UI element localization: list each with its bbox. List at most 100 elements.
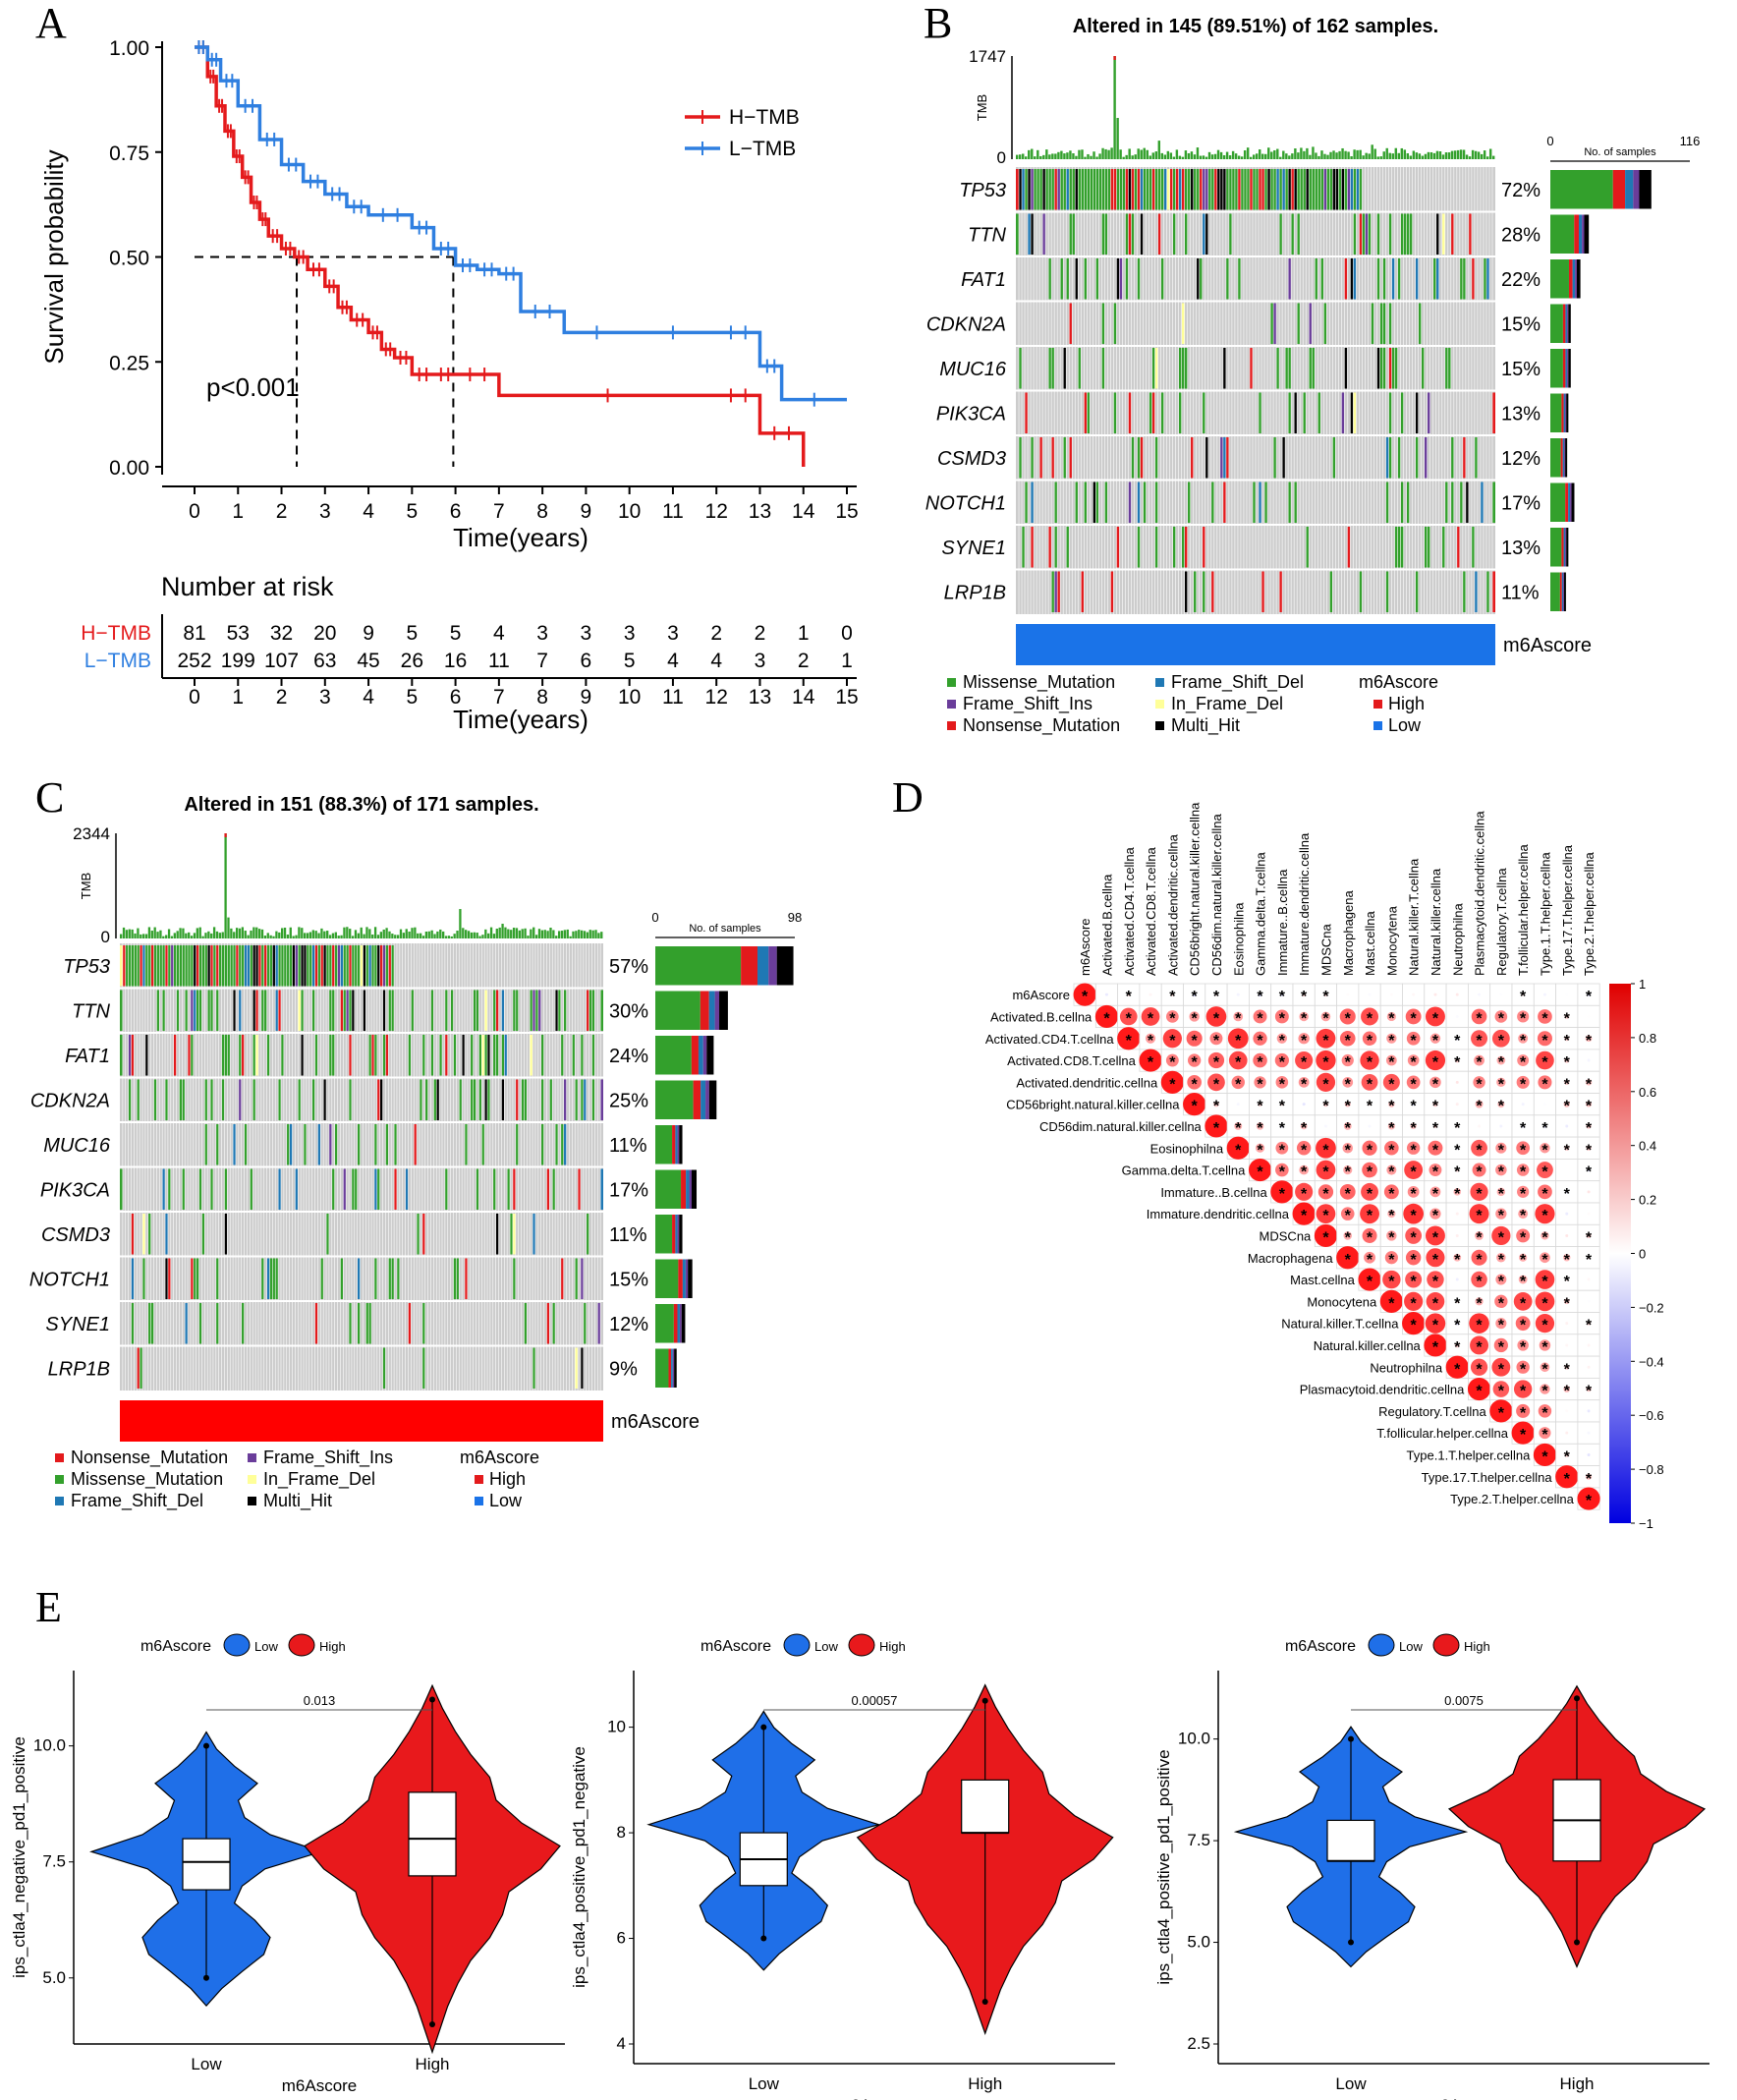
- mutation-cell: [331, 945, 335, 987]
- mutation-cell: [1225, 258, 1229, 300]
- mutation-cell: [363, 990, 366, 1031]
- significance-star: *: [1322, 1142, 1329, 1159]
- sample-count-bar: [655, 1169, 682, 1209]
- mutation-cell: [1222, 482, 1226, 523]
- tmb-bar: [1081, 149, 1084, 159]
- mutation-cell: [301, 945, 305, 987]
- tmb-bar: [1087, 153, 1090, 159]
- col-label: Macrophagena: [1341, 890, 1356, 976]
- row-label: CD56dim.natural.killer.cellna: [1039, 1119, 1203, 1134]
- mutation-cell: [1240, 169, 1244, 210]
- significance-star: *: [1564, 1274, 1571, 1290]
- mutation-cell: [586, 990, 589, 1031]
- corr-circle: [1587, 1058, 1591, 1062]
- corr-circle: [1540, 1252, 1550, 1264]
- mutation-cell: [1025, 392, 1029, 433]
- km-curve-high: [195, 45, 806, 467]
- mutation-cell: [1252, 169, 1256, 210]
- corr-circle: [1433, 993, 1437, 996]
- mutation-cell: [340, 1258, 344, 1299]
- risk-value: 16: [444, 650, 467, 672]
- mutation-cell: [1385, 482, 1389, 523]
- tmb-label: TMB: [79, 873, 93, 899]
- tmb-bar: [1382, 151, 1385, 159]
- corr-circle: [1317, 1184, 1334, 1200]
- mutation-cell: [298, 1079, 302, 1120]
- corr-circle: [1587, 1409, 1591, 1413]
- mutation-cell: [394, 1168, 397, 1210]
- corr-circle: [1316, 1204, 1336, 1224]
- tmb-bar: [1166, 150, 1170, 159]
- tmb-bar: [1202, 155, 1205, 159]
- mutation-cell: [379, 1079, 383, 1120]
- tmb-bar: [292, 936, 295, 938]
- mutation-cell: [376, 1079, 380, 1120]
- corr-circle: [1425, 1313, 1446, 1334]
- significance-star: *: [1279, 1054, 1286, 1071]
- corr-circle: [1187, 1053, 1202, 1067]
- mutation-cell: [354, 1168, 358, 1210]
- tmb-bar: [419, 933, 422, 938]
- mutation-cell: [1202, 169, 1205, 210]
- legend-label: Nonsense_Mutation: [963, 715, 1120, 736]
- significance-star: *: [1103, 1010, 1110, 1027]
- significance-star: *: [1279, 1099, 1286, 1115]
- mutation-cell: [1474, 437, 1478, 479]
- tmb-bar: [521, 929, 524, 938]
- sample-count-bar: [679, 1304, 682, 1343]
- legend-label: Missense_Mutation: [71, 1469, 223, 1490]
- significance-star: *: [1367, 1274, 1373, 1290]
- corr-circle: [1387, 1122, 1395, 1130]
- gene-percent: 22%: [1501, 269, 1541, 291]
- mutation-cell: [204, 1124, 208, 1165]
- tmb-bar: [1471, 149, 1475, 159]
- tmb-bar: [563, 930, 567, 938]
- mutation-cell: [1113, 169, 1117, 210]
- corr-circle: [1587, 1212, 1591, 1216]
- significance-star: *: [1411, 1142, 1418, 1159]
- mutation-cell: [1261, 169, 1265, 210]
- tmb-bar: [1415, 152, 1419, 159]
- corr-circle: [1339, 1008, 1356, 1025]
- mutation-cell: [1107, 169, 1111, 210]
- significance-star: *: [1322, 1229, 1329, 1246]
- mutation-cell: [1485, 571, 1489, 612]
- corr-circle: [1361, 1182, 1378, 1201]
- tmb-bar: [476, 933, 478, 938]
- significance-star: *: [1432, 1076, 1439, 1093]
- mutation-cell: [376, 1168, 380, 1210]
- mutation-cell: [165, 1214, 168, 1255]
- significance-star: *: [1301, 1033, 1308, 1050]
- corr-circle: [1455, 1014, 1459, 1018]
- sample-count-bar: [655, 1304, 674, 1343]
- corr-circle: [1342, 1142, 1354, 1154]
- corr-circle: [1521, 1103, 1525, 1107]
- sample-count-bar: [1566, 528, 1569, 567]
- significance-star: *: [1279, 1142, 1286, 1159]
- tmb-bar: [1294, 148, 1297, 159]
- tmb-bar: [1300, 147, 1303, 159]
- corr-circle: [1516, 1228, 1531, 1243]
- tmb-bar: [360, 927, 363, 938]
- tmb-bar: [196, 928, 198, 938]
- significance-star: *: [1432, 1318, 1439, 1334]
- tmb-bar: [1184, 150, 1188, 159]
- tmb-bar: [385, 928, 388, 938]
- tmb-bar: [382, 929, 385, 938]
- mutation-cell: [1101, 169, 1105, 210]
- tmb-bar: [326, 931, 329, 938]
- significance-star: *: [1301, 1142, 1308, 1159]
- mutation-cell: [349, 1303, 352, 1344]
- tmb-bar: [1256, 153, 1259, 159]
- x-tick-label: 10: [618, 500, 641, 523]
- col-label: Natural.killer.T.cellna: [1407, 858, 1422, 976]
- gene-percent: 30%: [609, 1000, 648, 1022]
- mutation-cell: [317, 945, 321, 987]
- corr-circle: [1497, 1101, 1505, 1108]
- mutation-cell: [1259, 392, 1262, 433]
- mutation-cell: [1427, 527, 1430, 568]
- significance-star: *: [1498, 1142, 1505, 1159]
- significance-star: *: [1432, 1054, 1439, 1071]
- mutation-cell: [453, 1258, 457, 1299]
- mutation-cell: [286, 945, 290, 987]
